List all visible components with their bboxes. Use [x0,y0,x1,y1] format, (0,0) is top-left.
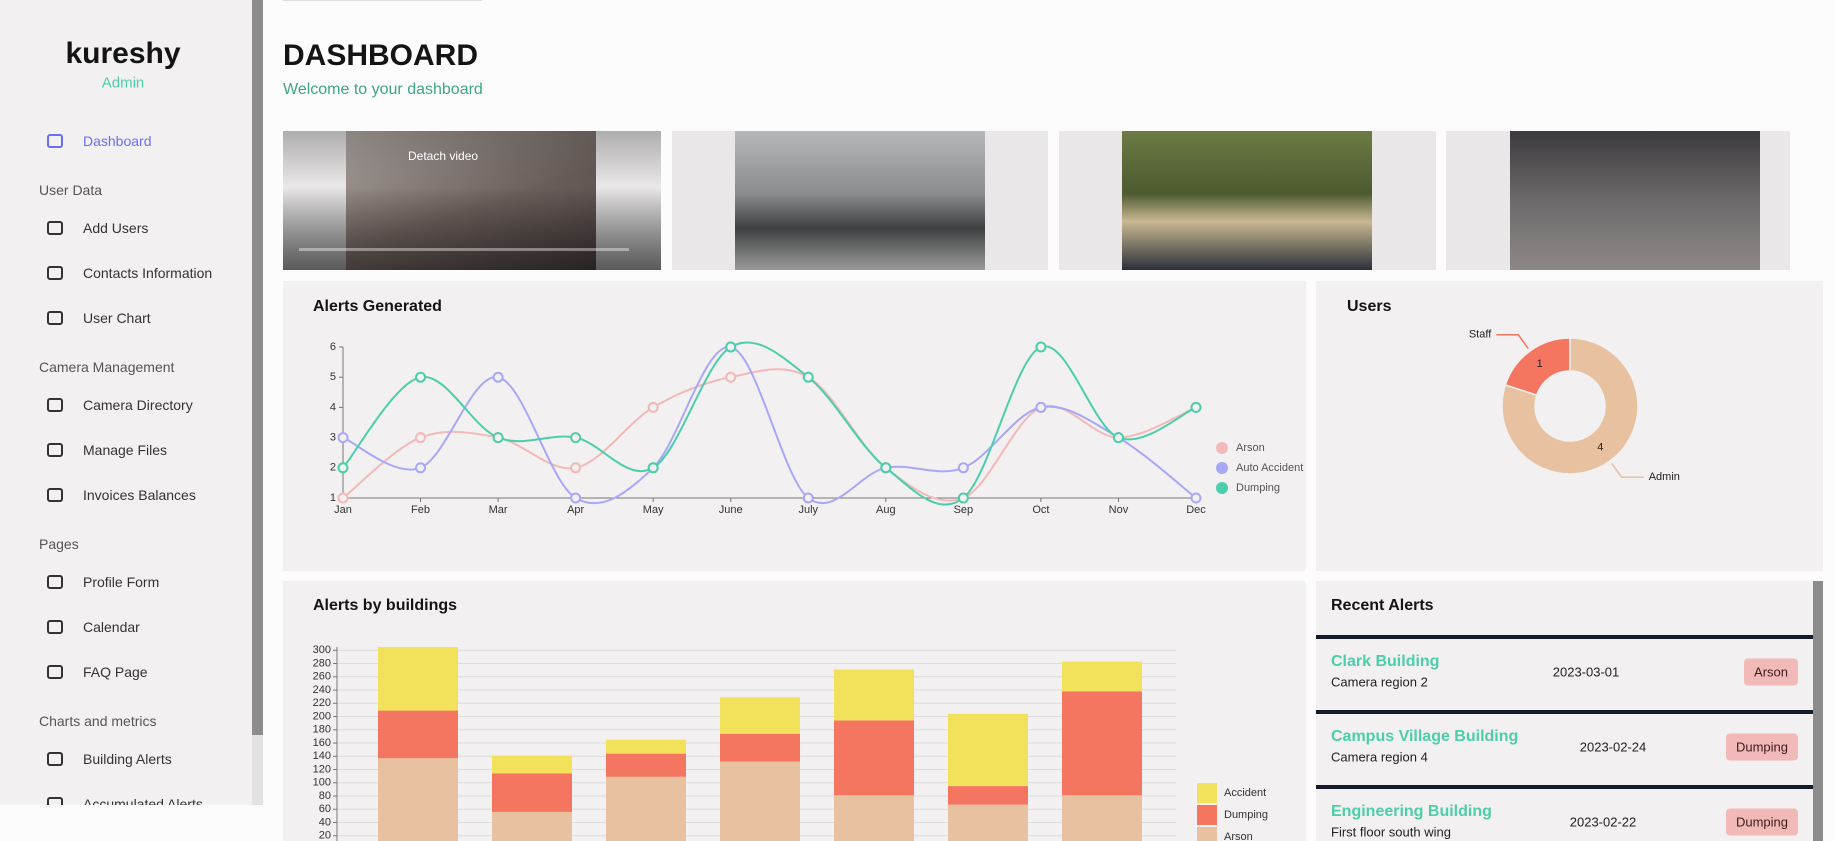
building[interactable]: Engineering Building [1331,803,1492,820]
video[interactable] [1446,131,1790,270]
nav-item[interactable]: Calendar [83,619,140,635]
nav-icon [47,134,63,148]
nav-heading: Camera Management [39,359,175,375]
nav-icon [47,443,63,457]
date: 2023-02-22 [1569,814,1637,830]
line-panel [283,281,1306,571]
video-frame [1510,131,1760,270]
nav-heading: Charts and metrics [39,713,157,729]
video-overlay [283,131,661,270]
detach-video[interactable]: Detach video [408,149,479,163]
nav-icon [47,488,63,502]
location: Camera region 4 [1331,749,1428,765]
location: Camera region 2 [1331,674,1428,690]
nav-icon [47,797,63,805]
bar-panel [283,581,1306,841]
nav-icon [47,398,63,412]
nav-item[interactable]: Profile Form [83,574,160,590]
nav-item[interactable]: Contacts Information [83,265,213,281]
nav-heading: User Data [39,182,103,198]
page-subtitle: Welcome to your dashboard [283,81,483,98]
location: First floor south wing [1331,824,1451,840]
nav-icon [47,620,63,634]
scrollbar-track [252,735,263,805]
role: Admin [101,74,145,92]
separator [1316,710,1813,714]
video[interactable]: Detach video [283,131,661,270]
video-progress[interactable] [299,248,629,251]
video-frame [1122,131,1372,270]
badge: Arson [1744,658,1798,686]
building[interactable]: Campus Village Building [1331,728,1519,745]
nav-item[interactable]: Accumulated Alerts [83,796,203,805]
video[interactable] [1059,131,1436,270]
brand: kureshy [65,37,181,70]
video[interactable] [672,131,1048,270]
panel-title: Recent Alerts [1331,597,1434,614]
nav-item[interactable]: Building Alerts [83,751,172,767]
nav-item[interactable]: FAQ Page [83,664,148,680]
nav-item[interactable]: Dashboard [83,133,152,149]
scrollbar[interactable] [1813,581,1823,841]
nav-item[interactable]: Manage Files [83,442,168,458]
nav-item[interactable]: Invoices Balances [83,487,196,503]
scrollbar[interactable] [252,0,263,735]
top-tab [283,0,482,1]
separator [1316,785,1813,789]
nav-heading: Pages [39,536,79,552]
nav-icon [47,665,63,679]
video-frame [735,131,985,270]
badge: Dumping [1725,808,1798,836]
badge: Dumping [1725,733,1798,761]
pie-panel [1316,281,1823,571]
separator [1316,635,1813,639]
nav-icon [47,266,63,280]
nav-item[interactable]: Add Users [83,220,149,236]
building[interactable]: Clark Building [1331,653,1440,670]
date: 2023-02-24 [1579,739,1647,755]
nav-item[interactable]: User Chart [83,310,151,326]
nav-icon [47,575,63,589]
video-frame [346,131,596,270]
nav-icon [47,311,63,325]
recent-alerts: Recent Alerts Clark Building Camera region… [1316,581,1813,841]
nav-icon [47,752,63,766]
nav-item[interactable]: Camera Directory [83,397,193,413]
date: 2023-03-01 [1552,664,1620,680]
sidebar: kureshy Admin Dashboard User Data Add Users C… [0,0,252,805]
nav-icon [47,221,63,235]
page-title: DASHBOARD [283,39,478,72]
